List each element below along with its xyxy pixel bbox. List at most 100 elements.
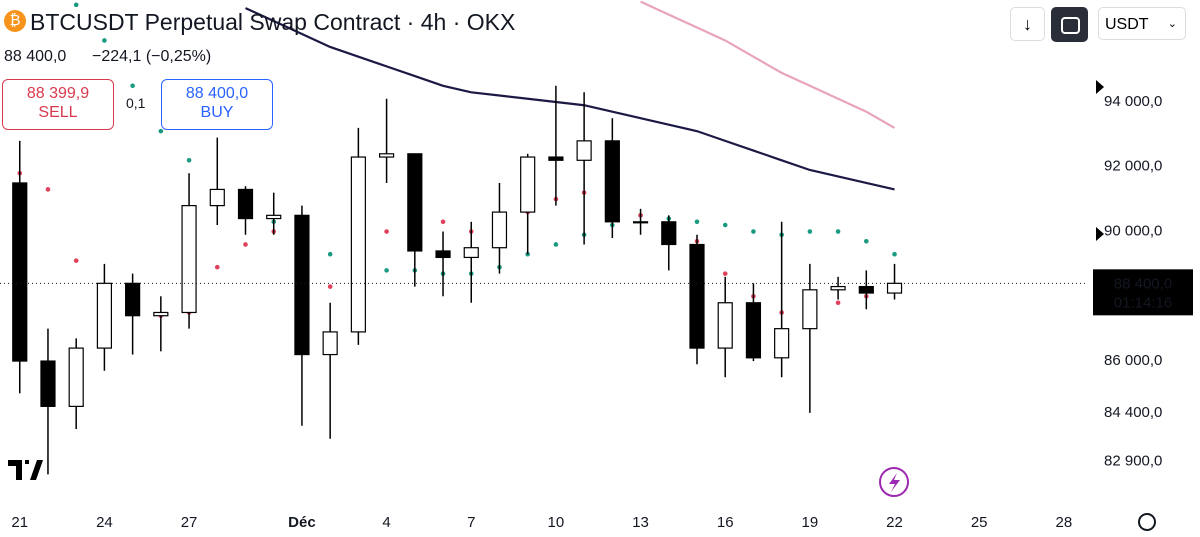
ma-dot (102, 38, 107, 43)
candle-body (350, 156, 366, 333)
ma-dot (73, 258, 79, 263)
ma-dot (186, 157, 192, 163)
last-price-label: 88 400,0 (1114, 275, 1172, 292)
fullscreen-button[interactable] (1051, 7, 1088, 42)
ma-dot (440, 219, 446, 225)
y-tick-label: 92 000,0 (1104, 158, 1162, 175)
ma-dot (892, 251, 897, 257)
ma-dot (158, 128, 164, 134)
candle-body (717, 302, 733, 349)
candle-body (181, 205, 197, 314)
ma-dot (694, 219, 700, 225)
candle-body (435, 250, 451, 259)
currency-select[interactable]: USDT ⌄ (1098, 7, 1186, 40)
download-button[interactable]: ↓ (1010, 7, 1045, 41)
candle-body (407, 153, 423, 252)
candle-body (774, 328, 790, 359)
x-tick-label: 25 (971, 514, 988, 531)
candle-body (125, 282, 141, 317)
candle-body (491, 211, 508, 249)
candle-body (378, 153, 395, 158)
ma-line (640, 0, 896, 129)
candle-body (266, 214, 282, 220)
candle-body (463, 247, 479, 259)
x-tick-label: 16 (717, 514, 734, 531)
ma-dot (807, 229, 813, 234)
axis-marker (1096, 80, 1104, 94)
candle-body (576, 140, 592, 161)
candle-body (322, 331, 338, 356)
candle-body (858, 285, 874, 294)
candle-body (68, 347, 84, 407)
candle-body (689, 243, 705, 349)
y-tick-label: 94 000,0 (1104, 93, 1162, 110)
candle-body (209, 188, 225, 207)
x-tick-label: 28 (1055, 514, 1072, 531)
ma-dot (722, 271, 728, 276)
title: BTCUSDT Perpetual Swap Contract · 4h · O… (30, 9, 516, 35)
currency: USDT (1105, 16, 1149, 33)
change: −224,1 (−0,25%) (92, 48, 212, 65)
candle-body (237, 188, 254, 220)
alert-bolt (889, 473, 900, 492)
x-tick-label: Déc (288, 514, 316, 531)
candle-body (632, 221, 649, 224)
ma-line (245, 7, 895, 191)
x-tick-label: 24 (96, 514, 113, 531)
ma-dot (751, 229, 756, 234)
candle-body (830, 285, 846, 291)
buy-price: 88 400,0 (185, 85, 249, 102)
axis-marker (1096, 227, 1104, 241)
candle-body (548, 156, 564, 161)
y-tick-label: 84 400,0 (1104, 404, 1162, 421)
ma-dot (73, 2, 79, 8)
ma-dot (130, 83, 135, 89)
candle-body (96, 282, 113, 349)
fullscreen-icon (1061, 17, 1080, 34)
countdown: 01:14:16 (1114, 294, 1172, 311)
ma-dot (45, 187, 51, 192)
ma-dot (864, 238, 869, 244)
ma-dot (553, 242, 559, 247)
last-price-box (1093, 269, 1193, 316)
candle-body (12, 182, 28, 362)
ma-dot (722, 222, 728, 228)
alert-icon (879, 467, 909, 497)
x-tick-label: 27 (181, 514, 198, 531)
candle-body (604, 140, 620, 223)
x-tick-label: 13 (632, 514, 649, 531)
candle-body (886, 282, 903, 294)
buy-button[interactable]: 88 400,0 BUY (161, 79, 273, 130)
settings-icon (1138, 513, 1156, 531)
x-tick-label: 7 (467, 514, 475, 531)
ma-dot (327, 251, 333, 257)
ma-dot (384, 268, 389, 273)
candle-body (294, 214, 310, 356)
candle-body (745, 302, 762, 359)
x-tick-label: 21 (11, 514, 28, 531)
candle-body (802, 289, 818, 330)
y-tick-label: 86 000,0 (1104, 352, 1162, 369)
sell-price: 88 399,9 (26, 85, 90, 102)
btc-icon: ₿ (4, 10, 26, 32)
sell-button[interactable]: 88 399,9 SELL (2, 79, 114, 130)
x-tick-label: 19 (802, 514, 819, 531)
candle-body (153, 311, 169, 317)
quantity: 0,1 (126, 95, 146, 111)
candle-body (40, 360, 56, 407)
ma-dot (243, 242, 248, 247)
tv-logo (8, 460, 43, 480)
candle-body (520, 156, 536, 213)
buy-label: BUY (200, 104, 234, 121)
ma-dot (384, 229, 389, 234)
y-tick-label: 90 000,0 (1104, 222, 1162, 239)
price: 88 400,0 (4, 48, 67, 65)
ma-dot (835, 229, 841, 234)
x-tick-label: 10 (548, 514, 565, 531)
y-tick-label: 82 900,0 (1104, 452, 1162, 469)
x-tick-label: 22 (886, 514, 903, 531)
sell-label: SELL (38, 104, 78, 121)
dropdown-arrow: ⌄ (1167, 18, 1177, 30)
